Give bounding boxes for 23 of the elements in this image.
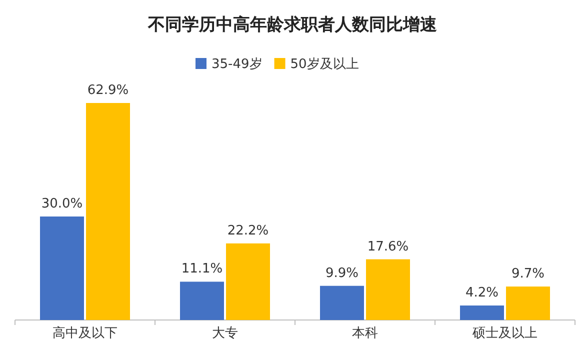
bar <box>366 259 410 320</box>
bar <box>320 286 364 320</box>
data-label: 11.1% <box>181 262 223 277</box>
legend-label: 50岁及以上 <box>290 57 359 72</box>
x-tick-label: 大专 <box>212 326 238 341</box>
data-label: 9.7% <box>511 266 545 282</box>
x-tick-label: 本科 <box>352 326 378 341</box>
bar <box>460 306 504 320</box>
bar <box>86 103 130 320</box>
data-label: 4.2% <box>465 286 499 301</box>
bar <box>226 243 270 320</box>
data-label: 30.0% <box>41 196 83 212</box>
x-tick-label: 高中及以下 <box>52 325 118 341</box>
bar <box>180 282 224 320</box>
data-label: 17.6% <box>367 239 409 254</box>
data-label: 62.9% <box>87 83 129 98</box>
data-label: 9.9% <box>325 266 359 281</box>
x-tick-label: 硕士及以上 <box>472 326 538 341</box>
legend-label: 35-49岁 <box>212 57 262 72</box>
data-label: 22.2% <box>227 223 269 238</box>
chart-title: 不同学历中高年龄求职者人数同比增速 <box>147 15 437 35</box>
bar <box>506 286 550 320</box>
bar <box>40 216 84 320</box>
